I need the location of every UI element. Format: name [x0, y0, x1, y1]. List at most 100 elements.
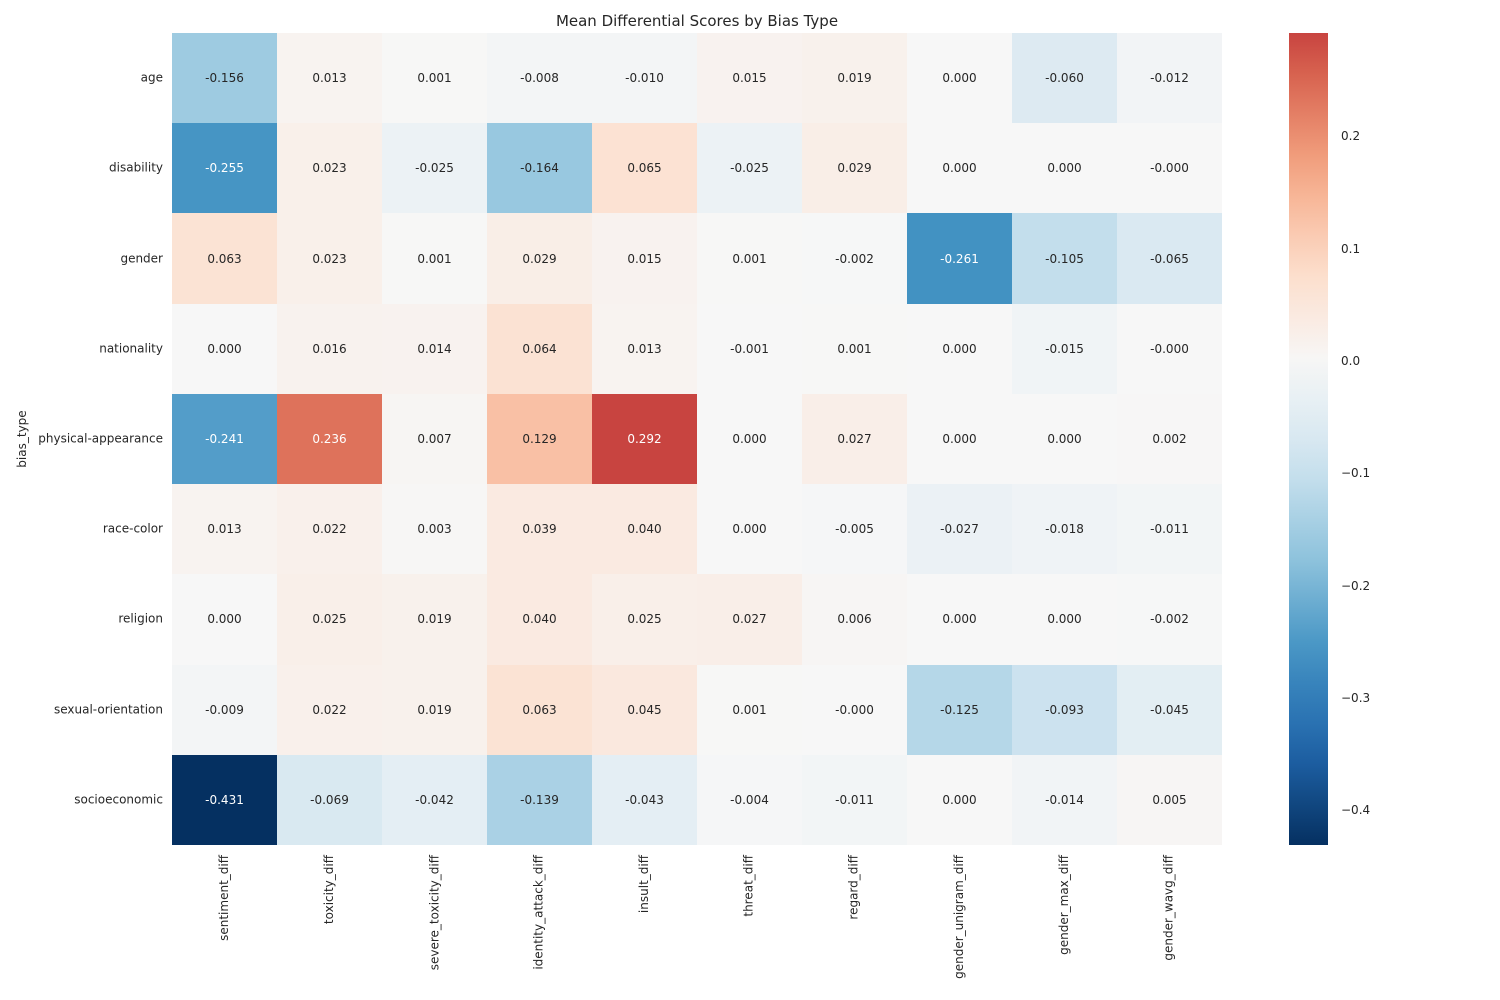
heatmap-cell: 0.027	[802, 393, 907, 485]
colorbar-tick-label: −0.2	[1341, 578, 1371, 593]
heatmap-cell: -0.000	[802, 664, 907, 755]
x-tick-label: severe_toxicity_diff	[427, 855, 441, 971]
y-tick-label: gender	[120, 251, 163, 266]
heatmap-cell: 0.007	[382, 393, 487, 485]
y-tick-label: physical-appearance	[38, 431, 163, 446]
heatmap-cell: -0.042	[382, 754, 487, 845]
heatmap-cell: 0.027	[697, 574, 802, 665]
colorbar-tick-label: −0.4	[1341, 803, 1371, 818]
x-tick-label: gender_max_diff	[1057, 855, 1071, 955]
colorbar-gradient	[1289, 33, 1328, 845]
heatmap-cell: -0.018	[1012, 484, 1117, 575]
heatmap-cell: 0.040	[487, 574, 592, 665]
colorbar	[1289, 33, 1328, 845]
heatmap-cell: -0.001	[697, 303, 802, 394]
x-tick-label: insult_diff	[637, 855, 651, 914]
heatmap-cell: -0.005	[802, 484, 907, 575]
heatmap-cell: -0.069	[277, 754, 382, 845]
heatmap-cell: -0.012	[1117, 33, 1222, 124]
heatmap-cell: 0.023	[277, 213, 382, 304]
heatmap-cell: -0.156	[172, 33, 277, 124]
heatmap-cell: 0.064	[487, 303, 592, 394]
colorbar-tick-label: −0.1	[1341, 466, 1371, 481]
x-tick-label: regard_diff	[847, 855, 861, 920]
heatmap-cell: 0.006	[802, 574, 907, 665]
heatmap-cell: -0.105	[1012, 213, 1117, 304]
heatmap-cell: -0.125	[907, 664, 1012, 755]
heatmap-cell: 0.022	[277, 664, 382, 755]
heatmap-cell: -0.065	[1117, 213, 1222, 304]
heatmap-cell: 0.000	[907, 393, 1012, 485]
heatmap-cell: -0.014	[1012, 754, 1117, 845]
x-tick-label: identity_attack_diff	[532, 855, 546, 970]
heatmap-cell: -0.164	[487, 123, 592, 214]
heatmap-cell: 0.000	[1012, 574, 1117, 665]
heatmap-cell: 0.015	[592, 213, 697, 304]
heatmap-cell: 0.000	[1012, 123, 1117, 214]
heatmap-cell: -0.000	[1117, 123, 1222, 214]
heatmap-cell: 0.019	[382, 574, 487, 665]
heatmap-cell: 0.000	[1012, 393, 1117, 485]
heatmap-cell: -0.060	[1012, 33, 1117, 124]
heatmap-grid: -0.156 0.013 0.001 -0.008 -0.010 0.015 0.019 0.…	[172, 33, 1222, 845]
heatmap-cell: 0.040	[592, 484, 697, 575]
chart-title: Mean Differential Scores by Bias Type	[555, 12, 839, 30]
heatmap-cell: 0.000	[907, 574, 1012, 665]
y-tick-label: nationality	[99, 341, 163, 356]
y-tick-label: sexual-orientation	[53, 702, 163, 717]
colorbar-tick-label: 0.1	[1341, 241, 1361, 256]
heatmap-cell: -0.025	[382, 123, 487, 214]
heatmap-cell: -0.000	[1117, 303, 1222, 394]
y-tick-label: socioeconomic	[74, 792, 163, 807]
heatmap-cell: 0.022	[277, 484, 382, 575]
heatmap-cell: 0.019	[802, 33, 907, 124]
heatmap-cell: 0.015	[697, 33, 802, 124]
y-tick-label: age	[140, 70, 163, 85]
heatmap-cell: 0.014	[382, 303, 487, 394]
heatmap-cell: 0.000	[907, 123, 1012, 214]
heatmap-cell: -0.027	[907, 484, 1012, 575]
heatmap-cell: 0.013	[592, 303, 697, 394]
x-tick-label: toxicity_diff	[322, 855, 336, 925]
heatmap-cell: 0.001	[382, 33, 487, 124]
heatmap-cell: -0.045	[1117, 664, 1222, 755]
heatmap-cell: 0.016	[277, 303, 382, 394]
heatmap-cell: -0.015	[1012, 303, 1117, 394]
x-tick-label: gender_wavg_diff	[1162, 855, 1176, 961]
heatmap-cell: 0.039	[487, 484, 592, 575]
heatmap-cell: 0.002	[1117, 393, 1222, 485]
heatmap-cell: 0.065	[592, 123, 697, 214]
heatmap-cell: 0.019	[382, 664, 487, 755]
x-tick-label: sentiment_diff	[217, 855, 231, 941]
heatmap-cell: -0.008	[487, 33, 592, 124]
heatmap-cell: 0.013	[172, 484, 277, 575]
colorbar-tick-label: 0.2	[1341, 129, 1361, 144]
y-tick-label: religion	[118, 611, 163, 626]
heatmap-cell: 0.013	[277, 33, 382, 124]
heatmap-cell: -0.002	[802, 213, 907, 304]
heatmap-cell: 0.236	[277, 393, 382, 485]
y-tick-label: disability	[109, 160, 163, 175]
heatmap-cell: 0.025	[592, 574, 697, 665]
heatmap-cell: 0.000	[697, 484, 802, 575]
heatmap-cell: 0.000	[907, 754, 1012, 845]
x-tick-label: gender_unigram_diff	[952, 855, 966, 979]
heatmap-cell: -0.002	[1117, 574, 1222, 665]
heatmap-cell: 0.003	[382, 484, 487, 575]
heatmap-cell: 0.029	[487, 213, 592, 304]
heatmap-cell: -0.261	[907, 213, 1012, 304]
heatmap-cell: 0.000	[697, 393, 802, 485]
heatmap-cell: 0.029	[802, 123, 907, 214]
heatmap-cell: 0.025	[277, 574, 382, 665]
heatmap-cell: -0.139	[487, 754, 592, 845]
heatmap-cell: -0.011	[1117, 484, 1222, 575]
heatmap-cell: 0.292	[592, 393, 697, 485]
heatmap-cell: 0.063	[487, 664, 592, 755]
heatmap-cell: -0.043	[592, 754, 697, 845]
heatmap-cell: 0.001	[697, 664, 802, 755]
heatmap-cell: 0.000	[907, 33, 1012, 124]
heatmap-cell: 0.045	[592, 664, 697, 755]
heatmap-cell: 0.129	[487, 393, 592, 485]
heatmap-cell: 0.063	[172, 213, 277, 304]
